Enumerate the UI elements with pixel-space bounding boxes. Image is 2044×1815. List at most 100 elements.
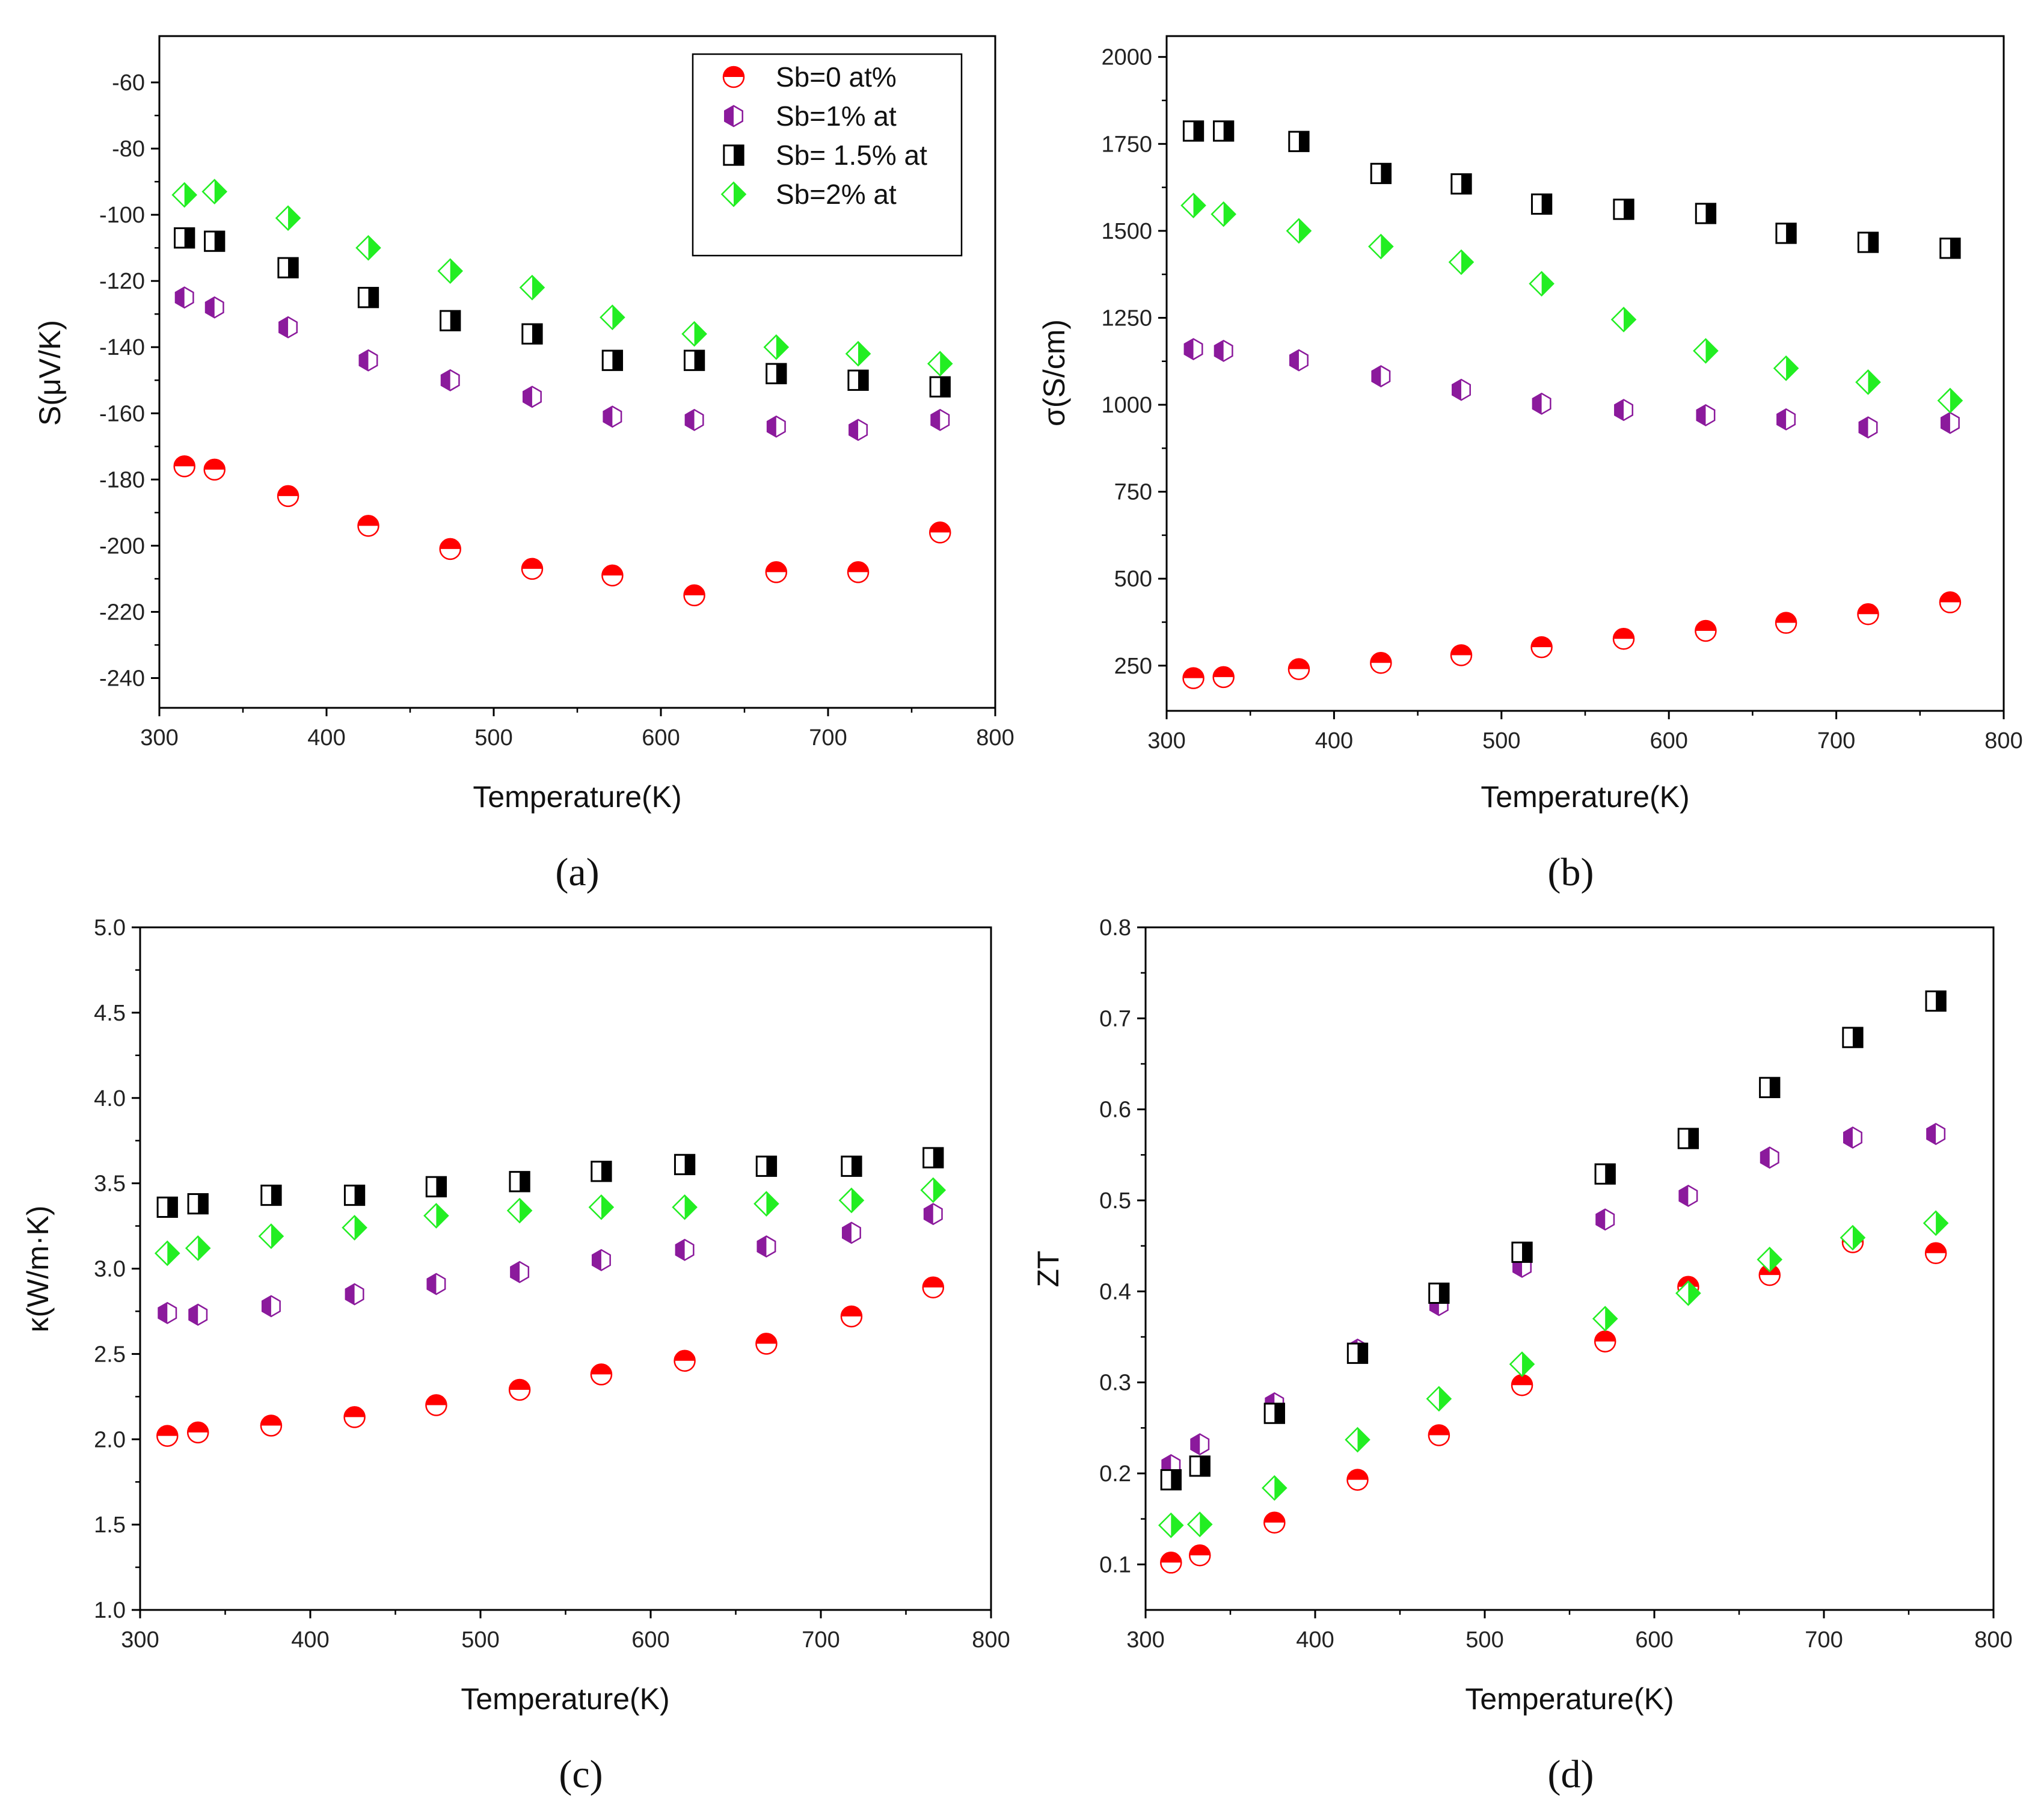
y-tick-label: 1.0 <box>94 1598 126 1623</box>
x-tick-label: 500 <box>461 1627 499 1653</box>
data-point-hexagon <box>1614 399 1634 422</box>
data-point-square <box>260 1184 282 1206</box>
series-circle <box>1182 591 1962 689</box>
data-point-circle <box>1594 1330 1616 1353</box>
panel-label-b: (b) <box>1548 850 1594 894</box>
data-point-circle <box>1263 1511 1286 1534</box>
x-tick-label: 300 <box>1126 1627 1164 1653</box>
data-point-square <box>521 323 543 345</box>
legend-item-sb1: Sb=1% at <box>724 100 897 132</box>
data-point-circle <box>277 485 299 508</box>
data-point-hexagon <box>1532 392 1551 415</box>
data-point-hexagon <box>358 349 378 372</box>
data-point-square <box>1370 162 1392 185</box>
data-point-hexagon <box>522 385 542 408</box>
data-point-diamond <box>838 1187 865 1214</box>
plot-frame-d <box>1144 926 1995 1611</box>
data-point-diamond <box>1757 1247 1783 1273</box>
data-point-square <box>841 1155 862 1177</box>
data-point-square <box>343 1184 366 1206</box>
data-point-hexagon <box>204 296 224 319</box>
data-point-diamond <box>154 1240 180 1267</box>
data-point-hexagon <box>849 419 868 441</box>
x-tick-label: 700 <box>1805 1627 1843 1653</box>
data-point-square <box>1594 1163 1616 1185</box>
y-axis-label-d: ZT <box>1031 1250 1065 1287</box>
legend-marker-square <box>723 144 744 166</box>
axes-a: 300 400 500 600 700 800 -240 -220 -200 -180 -160 -1… <box>99 70 1014 751</box>
data-point-circle <box>1939 591 1962 613</box>
data-point-diamond <box>1211 201 1236 227</box>
y-tick-label: -80 <box>112 137 145 162</box>
y-tick-label: 0.6 <box>1099 1098 1131 1123</box>
data-point-diamond <box>1368 233 1394 260</box>
y-tick-label: -220 <box>99 600 145 625</box>
legend-square-glyph <box>723 144 744 166</box>
data-point-square <box>1346 1342 1369 1364</box>
data-point-square <box>1857 232 1879 253</box>
x-tick-label: 600 <box>1650 728 1687 754</box>
data-point-square <box>509 1171 530 1193</box>
x-tick-label: 400 <box>307 725 345 751</box>
data-point-diamond <box>1693 338 1719 364</box>
data-point-square <box>1677 1128 1699 1149</box>
data-point-circle <box>1160 1552 1182 1574</box>
series-diamond <box>154 1177 947 1267</box>
data-point-hexagon <box>1190 1433 1210 1456</box>
data-point-square <box>591 1161 612 1182</box>
legend-label-sb0: Sb=0 at% <box>776 61 897 93</box>
data-point-square <box>1288 131 1310 152</box>
data-point-diamond <box>1529 271 1554 297</box>
x-tick-label: 600 <box>631 1627 669 1653</box>
data-point-circle <box>357 515 379 537</box>
data-point-circle <box>521 557 544 580</box>
data-point-hexagon <box>158 1301 177 1324</box>
y-tick-label: 0.8 <box>1099 915 1131 941</box>
data-point-circle <box>765 561 788 583</box>
data-point-diamond <box>437 258 464 284</box>
y-tick-label: 5.0 <box>94 915 126 941</box>
data-point-hexagon <box>1214 339 1233 362</box>
data-point-hexagon <box>345 1283 364 1306</box>
data-point-circle <box>203 458 226 481</box>
y-tick-label: 0.7 <box>1099 1006 1131 1031</box>
series-circle <box>156 1276 945 1447</box>
data-point-hexagon <box>675 1238 695 1261</box>
data-point-hexagon <box>757 1235 776 1258</box>
data-point-hexagon <box>1595 1208 1615 1231</box>
data-point-hexagon <box>841 1221 861 1244</box>
y-tick-label: 1250 <box>1101 306 1152 331</box>
data-point-diamond <box>1262 1475 1287 1501</box>
data-point-hexagon <box>1371 365 1391 388</box>
data-point-diamond <box>920 1177 947 1203</box>
data-point-circle <box>922 1276 945 1298</box>
data-point-diamond <box>1773 355 1799 381</box>
x-tick-label: 700 <box>1817 728 1855 754</box>
series-hexagon <box>158 1203 943 1326</box>
data-point-square <box>847 369 869 391</box>
data-point-square <box>1160 1469 1182 1491</box>
panel-label-a: (a) <box>555 850 599 894</box>
data-point-hexagon <box>188 1303 208 1326</box>
data-point-hexagon <box>261 1295 281 1318</box>
data-point-square <box>683 349 705 371</box>
data-point-diamond <box>1610 307 1637 333</box>
data-point-circle <box>1188 1544 1211 1567</box>
chart-panel-d: 300 400 500 600 700 800 0.1 0.2 0.3 0.4 0.5 0.6 0.7 0… <box>1031 915 2013 1796</box>
data-point-circle <box>755 1333 778 1355</box>
data-point-hexagon <box>1760 1146 1779 1169</box>
data-point-square <box>174 227 195 249</box>
data-point-square <box>922 1147 944 1169</box>
data-point-square <box>1939 238 1961 259</box>
data-point-hexagon <box>591 1248 611 1271</box>
legend-item-sb0: Sb=0 at% <box>722 61 897 93</box>
data-point-diamond <box>185 1235 211 1261</box>
data-point-square <box>1428 1282 1450 1304</box>
y-tick-label: 1750 <box>1101 132 1152 157</box>
data-point-circle <box>1695 619 1717 642</box>
series-diamond <box>1158 1210 1949 1538</box>
axes-b: 300 400 500 600 700 800 250 500 750 1000 1250 1500 1… <box>1101 45 2022 754</box>
data-point-diamond <box>275 205 301 231</box>
data-point-diamond <box>1592 1306 1618 1332</box>
data-point-square <box>440 310 461 331</box>
